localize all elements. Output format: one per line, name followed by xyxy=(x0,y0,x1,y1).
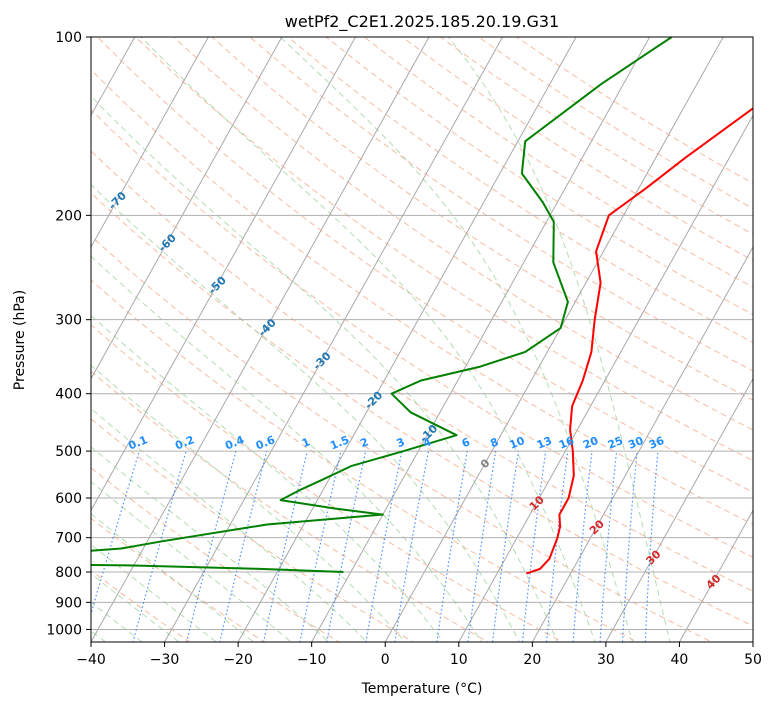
isotherm-line xyxy=(458,114,753,642)
y-tick-label: 800 xyxy=(55,565,82,581)
mixing-ratio-line xyxy=(299,450,342,642)
mixing-ratio-label: 30 xyxy=(626,434,645,452)
dry-adiabat xyxy=(173,37,753,431)
x-tick-label: −40 xyxy=(76,652,106,668)
dry-adiabat xyxy=(91,68,753,525)
y-axis-title: Pressure (hPa) xyxy=(12,290,28,390)
plot-frame xyxy=(90,36,754,643)
dry-adiabat xyxy=(91,192,753,627)
temperature-trace xyxy=(526,107,753,575)
mixing-ratio-label: 16 xyxy=(557,434,576,452)
dry-adiabat xyxy=(96,37,753,493)
isotherm-line xyxy=(311,37,651,642)
moist-adiabat xyxy=(91,407,368,642)
x-tick-label: 20 xyxy=(523,652,541,668)
isotherm-line xyxy=(91,37,430,642)
isotherm-line xyxy=(678,509,753,642)
mixing-ratio-label: 8 xyxy=(488,435,500,450)
x-tick-label: 10 xyxy=(450,652,468,668)
x-tick-label: 30 xyxy=(597,652,615,668)
y-tick-label: 1000 xyxy=(46,622,82,638)
plot-area xyxy=(91,37,753,642)
mixing-ratio-line xyxy=(219,450,268,642)
mixing-ratio-label: 36 xyxy=(647,434,666,452)
dry-adiabat xyxy=(515,37,753,184)
dry-adiabat xyxy=(91,467,340,642)
y-tick-label: 400 xyxy=(55,387,82,403)
dry-adiabat xyxy=(91,370,490,642)
dry-adiabat xyxy=(91,150,753,592)
dry-adiabat xyxy=(287,37,753,343)
mixing-ratio-line xyxy=(185,450,237,642)
dry-adiabat xyxy=(325,37,753,316)
y-tick-label: 900 xyxy=(55,595,82,611)
moist-adiabat xyxy=(140,37,596,642)
chart-title: wetPf2_C2E1.2025.185.20.19.G31 xyxy=(285,12,559,32)
mixing-ratio-line xyxy=(326,450,367,642)
isotherm-line xyxy=(605,377,753,642)
isotherm-line xyxy=(531,246,753,642)
x-tick-label: 50 xyxy=(744,652,762,668)
dewpoint-trace xyxy=(91,37,673,573)
mixing-ratio-line xyxy=(262,450,308,642)
mixing-ratio-label: 25 xyxy=(606,434,625,452)
isotherm-line xyxy=(91,37,209,249)
dry-adiabat xyxy=(363,37,753,288)
isotherm-line xyxy=(384,37,724,642)
mixing-ratio-label: 10 xyxy=(508,434,527,452)
mixing-ratio-label: 20 xyxy=(581,434,600,452)
moist-adiabat xyxy=(91,481,292,642)
dry-adiabat xyxy=(477,37,753,210)
dry-adiabat xyxy=(211,37,753,401)
x-tick-label: −30 xyxy=(150,652,180,668)
dry-adiabat xyxy=(91,517,266,642)
dry-adiabat xyxy=(91,235,713,642)
x-tick-label: 0 xyxy=(381,652,390,668)
mixing-ratio-label: 3 xyxy=(395,435,407,450)
dry-adiabat xyxy=(134,37,753,462)
mixing-ratio-line xyxy=(91,450,140,616)
moist-adiabat xyxy=(91,255,483,642)
x-axis-title: Temperature (°C) xyxy=(361,681,483,697)
mixing-ratio-line xyxy=(644,451,659,642)
y-tick-label: 200 xyxy=(55,208,82,224)
isotherm-line xyxy=(237,37,577,642)
mixing-ratio-line xyxy=(132,450,187,642)
isotherm-line xyxy=(91,37,283,380)
dry-adiabat xyxy=(91,279,639,642)
isotherm-line xyxy=(91,37,357,512)
dry-adiabat xyxy=(439,37,753,235)
mixing-ratio-label: 13 xyxy=(535,434,554,452)
y-tick-label: 700 xyxy=(55,531,82,547)
y-tick-label: 100 xyxy=(55,30,82,46)
mixing-ratio-label: 2 xyxy=(358,435,370,450)
y-tick-label: 300 xyxy=(55,313,82,329)
y-tick-label: 500 xyxy=(55,444,82,460)
y-tick-label: 600 xyxy=(55,491,82,507)
axes: −40 −30 −20 −10 0 10 20 30 40 50 100 200 300 400 500 60… xyxy=(46,30,762,668)
isotherm-line xyxy=(163,37,504,642)
x-tick-label: −20 xyxy=(223,652,253,668)
x-tick-label: 40 xyxy=(671,652,689,668)
dry-adiabat xyxy=(401,37,753,261)
dry-adiabat xyxy=(91,324,564,642)
mixing-ratio-label: 1 xyxy=(300,435,312,450)
dry-adiabat xyxy=(249,37,753,372)
dry-adiabat xyxy=(91,109,753,558)
x-tick-label: −10 xyxy=(297,652,327,668)
